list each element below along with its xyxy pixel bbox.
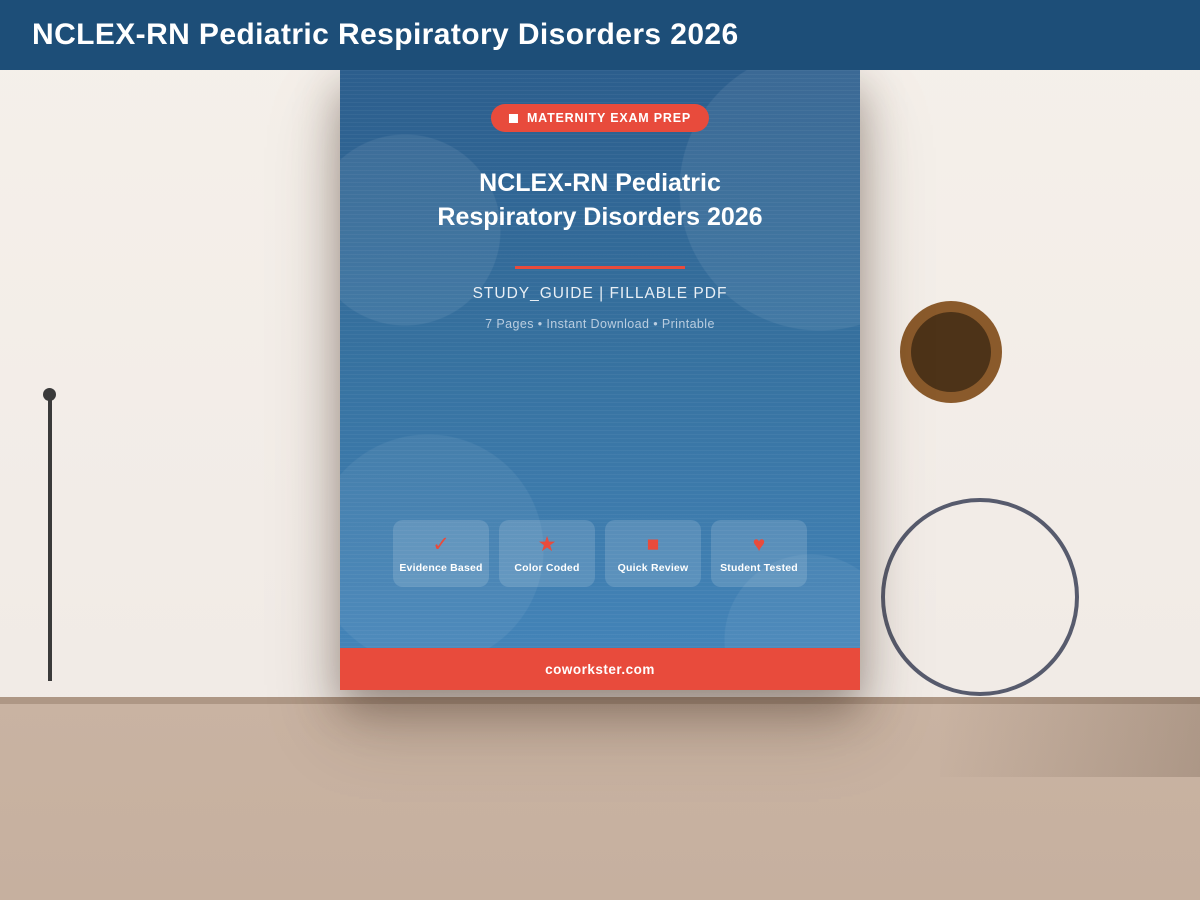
feature-card-evidence-based: ✓ Evidence Based (393, 520, 489, 587)
feature-badges: ✓ Evidence Based ★ Color Coded ■ Quick R… (340, 520, 860, 587)
checkmark-icon: ✓ (432, 532, 450, 556)
cover-title-line2: Respiratory Disorders 2026 (437, 203, 763, 231)
feature-card-color-coded: ★ Color Coded (499, 520, 595, 587)
square-icon: ■ (646, 532, 660, 556)
divider-line (515, 266, 685, 269)
page-title: NCLEX-RN Pediatric Respiratory Disorders… (32, 18, 739, 51)
product-cover: MATERNITY EXAM PREP NCLEX-RN Pediatric R… (340, 70, 860, 690)
header-bar: NCLEX-RN Pediatric Respiratory Disorders… (0, 0, 1200, 70)
star-icon: ★ (537, 532, 557, 556)
pin-needle-icon (48, 398, 52, 681)
feature-label: Quick Review (617, 561, 689, 574)
coffee-cup-icon (900, 301, 1002, 403)
circle-outline-decoration (881, 498, 1079, 696)
heart-icon: ♥ (752, 532, 766, 556)
feature-label: Student Tested (720, 561, 798, 574)
feature-label: Evidence Based (399, 561, 483, 574)
desk-surface (0, 697, 1200, 900)
category-badge: MATERNITY EXAM PREP (490, 104, 710, 132)
meta-info: 7 Pages • Instant Download • Printable (485, 317, 715, 331)
cover-title-line1: NCLEX-RN Pediatric (479, 169, 721, 197)
badge-label: MATERNITY EXAM PREP (526, 111, 692, 125)
cover-title: NCLEX-RN Pediatric Respiratory Disorders… (340, 166, 860, 234)
feature-card-quick-review: ■ Quick Review (605, 520, 701, 587)
square-icon (508, 113, 518, 123)
feature-card-student-tested: ♥ Student Tested (711, 520, 807, 587)
coffee-liquid-icon (911, 312, 991, 392)
format-subtitle: STUDY_GUIDE | FILLABLE PDF (472, 285, 728, 302)
pin-head-icon (43, 388, 56, 401)
feature-label: Color Coded (514, 561, 580, 574)
cover-footer: coworkster.com (340, 648, 860, 690)
website-url: coworkster.com (545, 661, 655, 677)
